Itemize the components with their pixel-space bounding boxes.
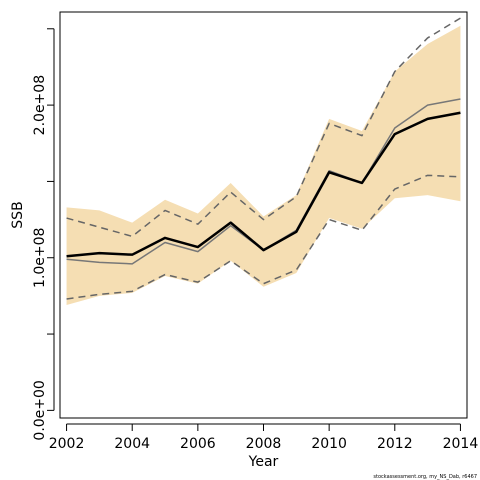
x-tick-label: 2006 <box>180 436 216 452</box>
y-axis: 0.0e+00 1.0e+08 2.0e+08 <box>32 28 55 441</box>
confidence-band <box>66 25 461 306</box>
x-axis-title: Year <box>248 454 279 470</box>
credit-text: stockassessment.org, my_NS_Dab, r6467 <box>373 474 477 480</box>
x-tick-label: 2002 <box>49 436 85 452</box>
x-tick-label: 2010 <box>311 436 347 452</box>
ssb-estimate-line <box>66 111 461 258</box>
confidence-band-layer <box>66 25 461 306</box>
series-lines-layer <box>66 17 461 300</box>
x-tick-label: 2014 <box>443 436 479 452</box>
x-tick-label: 2008 <box>246 436 282 452</box>
x-tick-label: 2012 <box>377 436 413 452</box>
plot-frame <box>59 11 468 419</box>
y-tick-label: 0.0e+00 <box>32 380 48 440</box>
x-tick-label: 2004 <box>114 436 150 452</box>
upper-bound-dashed-line <box>66 17 461 238</box>
y-tick-label: 1.0e+08 <box>32 228 48 288</box>
y-axis-title: SSB <box>10 201 26 228</box>
lower-bound-dashed-line <box>66 174 461 300</box>
y-tick-label: 2.0e+08 <box>32 75 48 135</box>
x-axis: 2002 2004 2006 2008 2010 2012 2014 <box>49 423 479 452</box>
